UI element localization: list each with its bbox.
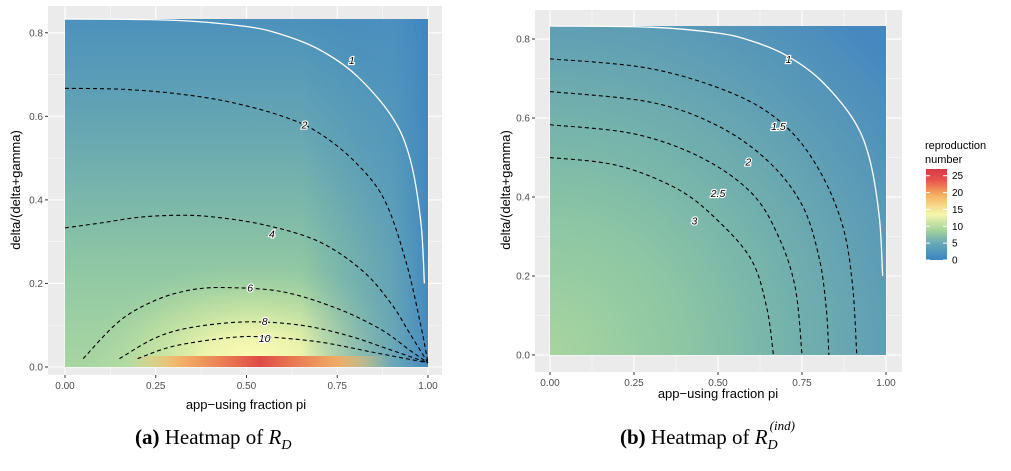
panel-b-heatmap: 1 1.5 2 2.5 3 0.00 0.25 0.50 0.75 1.00 0.0 0.2 0.4… — [498, 10, 902, 401]
legend-ticks: 25 20 15 10 5 0 — [926, 171, 964, 267]
contour-label: 1 — [786, 54, 792, 66]
caption-a-subscript: D — [281, 438, 292, 454]
panel-b-x-ticks: 0.00 0.25 0.50 0.75 1.00 — [540, 372, 896, 389]
x-tick-label: 1.00 — [418, 381, 438, 392]
y-tick-label: 0.0 — [29, 363, 43, 374]
y-tick-label: 0.2 — [516, 272, 530, 283]
y-tick-label: 0.4 — [29, 195, 43, 206]
x-tick-label: 0.50 — [237, 381, 257, 392]
y-tick-label: 0.2 — [29, 279, 43, 290]
panel-a-y-axis-label: delta/(delta+gamma) — [8, 130, 23, 250]
legend-tick-label: 20 — [952, 188, 964, 199]
panel-a-heat-edge — [65, 19, 428, 367]
contour-line-1.5 — [549, 58, 858, 356]
legend-title-line1: reproduction — [925, 140, 986, 152]
contour-line-4 — [64, 214, 429, 364]
contour-line-8 — [119, 321, 429, 364]
y-tick-label: 0.0 — [516, 351, 530, 362]
colorbar-legend: reproduction number 25 20 15 10 5 0 — [925, 140, 986, 267]
x-tick-label: 0.25 — [146, 381, 166, 392]
caption-b-symbol: R — [754, 425, 768, 449]
panel-a-contour-labels: 1 2 4 6 8 10 — [246, 54, 356, 346]
legend-tick-label: 15 — [952, 205, 964, 216]
x-tick-label: 0.00 — [55, 381, 75, 392]
y-tick-label: 0.4 — [516, 193, 530, 204]
y-tick-label: 0.6 — [516, 114, 530, 125]
contour-line-2.5 — [549, 124, 803, 356]
caption-a-symbol: R — [268, 425, 282, 449]
legend-title-line2: number — [925, 154, 963, 166]
caption-b: (b) Heatmap of RD (ind) — [620, 418, 803, 454]
x-tick-label: 0.75 — [792, 378, 812, 389]
contour-label: 2 — [744, 156, 751, 168]
x-tick-label: 0.50 — [708, 378, 728, 389]
legend-tick-label: 10 — [952, 222, 964, 233]
contour-line-10 — [137, 335, 429, 364]
caption-a: (a) Heatmap of RD — [135, 425, 292, 454]
contour-label: 6 — [247, 283, 253, 295]
panel-a-y-ticks: 0.0 0.2 0.4 0.6 0.8 — [29, 28, 48, 374]
caption-b-superscript: (ind) — [769, 418, 795, 433]
contour-line-2 — [549, 91, 830, 356]
y-tick-label: 0.8 — [516, 35, 530, 46]
x-tick-label: 0.75 — [328, 381, 348, 392]
contour-line-1 — [64, 18, 426, 284]
panel-b-contours — [549, 25, 884, 356]
x-tick-label: 1.00 — [876, 378, 896, 389]
panel-a-heat-peak — [130, 356, 390, 367]
caption-b-label: (b) — [620, 425, 646, 449]
panel-b-contour-labels: 1 1.5 2 2.5 3 — [690, 53, 792, 229]
panel-a-x-ticks: 0.00 0.25 0.50 0.75 1.00 — [55, 375, 438, 392]
legend-color-bar — [926, 169, 947, 260]
legend-tick-label: 0 — [952, 256, 958, 267]
contour-line-2 — [64, 87, 429, 363]
panel-b-y-axis-label: delta/(delta+gamma) — [498, 130, 513, 250]
panel-b-heat-fill — [550, 26, 886, 355]
legend-tick-label: 5 — [952, 239, 958, 250]
x-tick-label: 0.00 — [540, 378, 560, 389]
panel-a-x-axis-label: app−using fraction pi — [186, 397, 306, 412]
x-tick-label: 0.25 — [624, 378, 644, 389]
panel-a-contours — [64, 18, 429, 364]
panel-b-x-axis-label: app−using fraction pi — [658, 386, 778, 401]
contour-line-1 — [549, 25, 884, 277]
contour-label: 4 — [269, 228, 275, 240]
legend-tick-label: 25 — [952, 171, 964, 182]
panel-b-y-ticks: 0.0 0.2 0.4 0.6 0.8 — [516, 35, 535, 362]
caption-b-subscript: D — [767, 438, 778, 454]
y-tick-label: 0.6 — [29, 112, 43, 123]
caption-a-label: (a) — [135, 425, 160, 449]
contour-label: 1.5 — [771, 121, 786, 133]
caption-b-text: Heatmap of — [650, 425, 750, 449]
contour-label: 1 — [349, 55, 355, 67]
y-tick-label: 0.8 — [29, 28, 43, 39]
contour-label: 8 — [262, 316, 268, 328]
contour-line-3 — [549, 156, 774, 356]
contour-label: 10 — [259, 333, 271, 345]
contour-label: 2 — [301, 120, 308, 132]
caption-a-text: Heatmap of — [164, 425, 264, 449]
contour-label: 3 — [692, 216, 698, 228]
contour-label: 2.5 — [710, 188, 726, 200]
